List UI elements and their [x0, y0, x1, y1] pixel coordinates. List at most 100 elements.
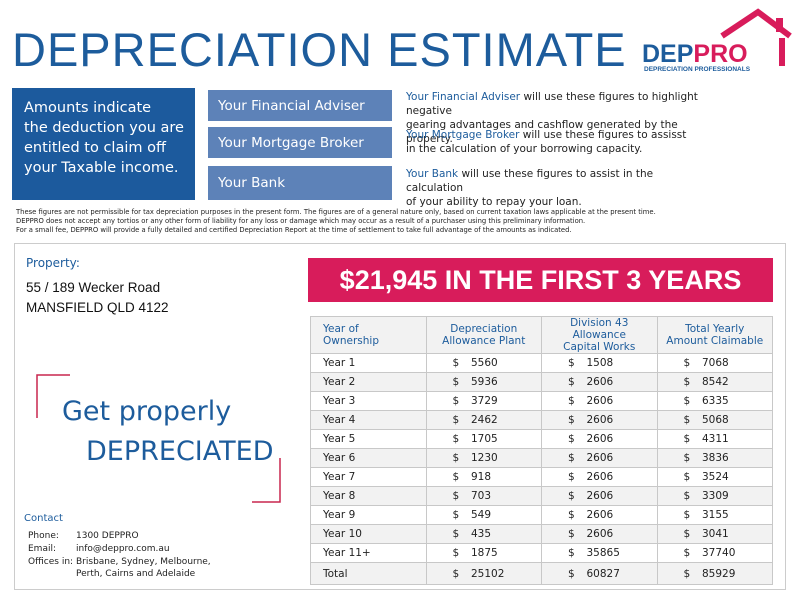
- amount: $2606: [542, 433, 657, 445]
- row-label: Year 6: [310, 448, 427, 468]
- amount-value: 2606: [586, 509, 614, 521]
- currency: $: [683, 528, 691, 540]
- row-label: Year 10: [310, 524, 427, 544]
- amount-cell: $2606: [541, 410, 658, 430]
- amount-cell: $2606: [541, 486, 658, 506]
- amount-cell: $3041: [656, 524, 773, 544]
- amount-value: 4311: [702, 433, 729, 445]
- amount-value: 7068: [702, 357, 729, 369]
- amount-cell: $5560: [425, 353, 542, 373]
- amount-cell: $1705: [425, 429, 542, 449]
- amount-value: 3041: [702, 528, 729, 540]
- table-row: Year 1 $5560 $1508 $7068: [310, 353, 773, 373]
- column-header: Year of Ownership: [310, 316, 427, 354]
- amount: $3041: [658, 528, 773, 540]
- amount-cell: $3836: [656, 448, 773, 468]
- amount-value: 37740: [702, 547, 736, 559]
- amount-cell: $918: [425, 467, 542, 487]
- intro-line: Amounts indicate: [24, 100, 152, 116]
- amount-value: 2606: [586, 528, 614, 540]
- amount-value: 8542: [702, 376, 729, 388]
- amount: $2606: [542, 452, 657, 464]
- title: DEPRECIATION ESTIMATE: [12, 23, 627, 76]
- currency: $: [452, 433, 460, 445]
- adviser-line: Your Financial Adviser will use these fi…: [406, 90, 706, 118]
- currency: $: [452, 509, 460, 521]
- currency: $: [452, 528, 460, 540]
- table-row: Year 9 $549 $2606 $3155: [310, 505, 773, 525]
- amount-cell: $35865: [541, 543, 658, 563]
- address-line: 55 / 189 Wecker Road: [26, 280, 161, 295]
- amount-cell: $2606: [541, 505, 658, 525]
- amount: $2606: [542, 414, 657, 426]
- logo-part: PRO: [693, 40, 747, 68]
- adviser-lead: Your Bank: [406, 168, 459, 180]
- currency: $: [452, 414, 460, 426]
- intro: Amounts indicate the deduction you are ent…: [12, 88, 195, 200]
- amount: $2606: [542, 376, 657, 388]
- headline: $21,945 IN THE FIRST 3 YEARS: [308, 258, 773, 302]
- column-header: Division 43 Allowance Capital Works: [541, 316, 658, 354]
- currency: $: [683, 376, 691, 388]
- amount: $37740: [658, 547, 773, 559]
- disclaimer: These figures are not permissible for ta…: [16, 208, 656, 235]
- row-label: Year 7: [310, 467, 427, 487]
- amount-value: 703: [471, 490, 492, 502]
- amount-value: 60827: [586, 567, 620, 580]
- amount: $8542: [658, 376, 773, 388]
- address: 55 / 189 Wecker Road MANSFIELD QLD 4122: [26, 278, 169, 318]
- slogan: DEPRECIATED: [86, 436, 274, 467]
- row-label: Year 5: [310, 429, 427, 449]
- amount-cell: $7068: [656, 353, 773, 373]
- contact-row: Email: info@deppro.com.au: [28, 543, 170, 555]
- adviser-line: Your Bank will use these figures to assi…: [406, 167, 706, 195]
- amount: $918: [427, 471, 542, 483]
- amount-value: 5068: [702, 414, 729, 426]
- amount: $4311: [658, 433, 773, 445]
- amount-cell: $25102: [425, 562, 542, 585]
- amount-cell: $8542: [656, 372, 773, 392]
- amount-value: 435: [471, 528, 492, 540]
- amount-cell: $3309: [656, 486, 773, 506]
- header-line: Capital Works: [563, 341, 636, 353]
- adviser-line: gearing advantages and cashflow generate…: [406, 118, 706, 146]
- amount-value: 2606: [586, 414, 614, 426]
- amount: $2606: [542, 471, 657, 483]
- logo-tagline: DEPRECIATION PROFESSIONALS: [644, 66, 751, 73]
- amount: $5560: [427, 357, 542, 369]
- table-row: Year 7 $918 $2606 $3524: [310, 467, 773, 487]
- amount: $3729: [427, 395, 542, 407]
- amount: $1230: [427, 452, 542, 464]
- amount: $3836: [658, 452, 773, 464]
- adviser-line-text: will use these figures to assisst: [522, 129, 687, 141]
- amount-value: 1875: [471, 547, 498, 559]
- disclaimer-line: DEPPRO does not accept any tortios or an…: [16, 217, 586, 225]
- amount: $1875: [427, 547, 542, 559]
- adviser-line: in the calculation of your borrowing cap…: [406, 142, 706, 156]
- disclaimer-line: For a small fee, DEPPRO will provide a f…: [16, 226, 572, 234]
- amount: $2606: [542, 528, 657, 540]
- table-row: Total $25102 $60827 $85929: [310, 562, 773, 585]
- amount-value: 918: [471, 471, 492, 483]
- adviser-button: Your Financial Adviser: [208, 90, 392, 121]
- amount-value: 3155: [702, 509, 729, 521]
- amount: $7068: [658, 357, 773, 369]
- currency: $: [683, 509, 691, 521]
- adviser-line-text: of your ability to repay your loan.: [406, 196, 582, 208]
- disclaimer-line: These figures are not permissible for ta…: [16, 208, 656, 216]
- amount: $2606: [542, 395, 657, 407]
- amount-cell: $3524: [656, 467, 773, 487]
- amount-value: 25102: [471, 567, 505, 580]
- contact-label: Offices in:: [28, 557, 74, 567]
- amount-cell: $3729: [425, 391, 542, 411]
- amount-value: 6335: [702, 395, 729, 407]
- amount-cell: $37740: [656, 543, 773, 563]
- amount-value: 3309: [702, 490, 729, 502]
- currency: $: [568, 452, 575, 464]
- amount-value: 3836: [702, 452, 729, 464]
- amount: $1508: [542, 357, 657, 369]
- table-row: Year 4 $2462 $2606 $5068: [310, 410, 773, 430]
- amount-value: 1230: [471, 452, 498, 464]
- amount-value: 2462: [471, 414, 498, 426]
- currency: $: [683, 490, 691, 502]
